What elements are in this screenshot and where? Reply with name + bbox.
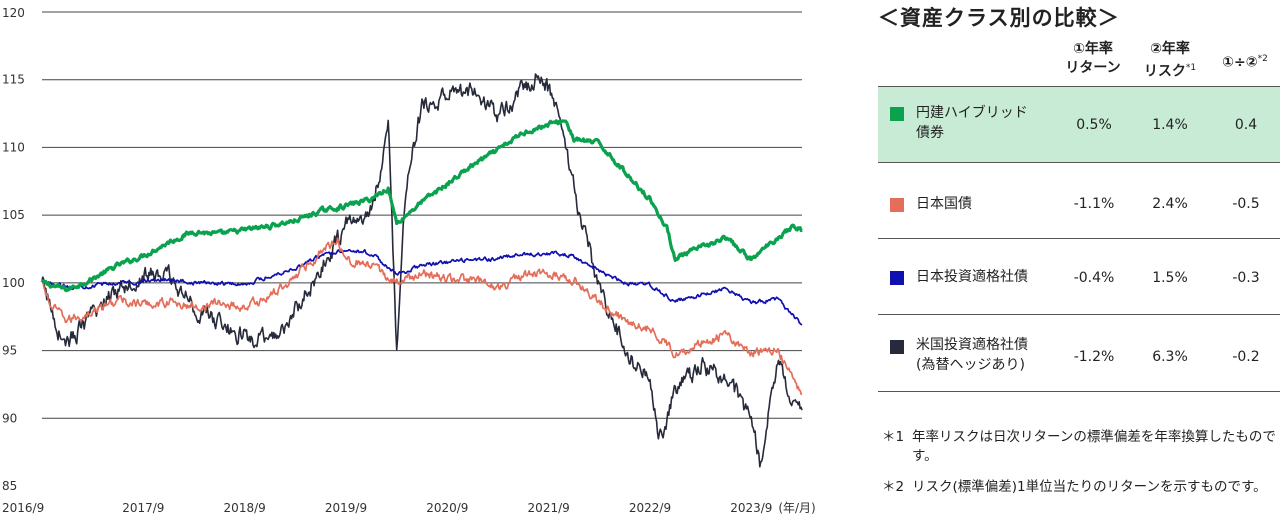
- header-ratio-label: ①÷②: [1222, 54, 1258, 71]
- cell-return: 0.5%: [1076, 117, 1112, 133]
- x-tick-label: 2020/9: [426, 501, 468, 515]
- row-label-line1: 米国投資適格社債: [916, 337, 1028, 353]
- header-risk-line1: ②年率: [1150, 41, 1190, 57]
- series-line: [41, 73, 803, 468]
- cell-ratio: -0.5: [1232, 196, 1260, 212]
- header-risk-mark: *1: [1185, 63, 1197, 73]
- legend-swatch: [890, 340, 904, 354]
- header-return: ①年率 リターン: [1058, 40, 1128, 78]
- table-row: 日本国債 -1.1% 2.4% -0.5: [878, 162, 1280, 239]
- series-line: [41, 237, 803, 395]
- chart-canvas: 85 90 95 100 105 110 115 120 2016/9 2017/9 2018/9 2…: [2, 6, 816, 515]
- y-tick-label: 120: [2, 6, 25, 20]
- y-tick-label: 95: [2, 344, 17, 358]
- line-chart: 85 90 95 100 105 110 115 120 2016/9 2017/9 2018/9 2…: [2, 6, 816, 515]
- x-tick-label: 2016/9: [2, 501, 44, 515]
- y-tick-label: 115: [2, 73, 25, 87]
- x-tick-label: 2022/9: [629, 501, 671, 515]
- legend-swatch: [890, 107, 904, 121]
- legend-swatch: [890, 198, 904, 212]
- cell-ratio: -0.3: [1232, 270, 1260, 286]
- footnote-2: ＊2 リスク(標準偏差)1単位当たりのリターンを示すものです。: [882, 478, 1280, 497]
- x-tick-label: 2018/9: [224, 501, 266, 515]
- x-tick-label: 2021/9: [528, 501, 570, 515]
- row-label: 米国投資適格社債 (為替ヘッジあり): [916, 335, 1028, 375]
- cell-risk: 1.5%: [1152, 270, 1188, 286]
- table-row: 米国投資適格社債 (為替ヘッジあり) -1.2% 6.3% -0.2: [878, 314, 1280, 392]
- row-label: 円建ハイブリッド 債券: [916, 103, 1028, 143]
- header-ratio: ①÷②*2: [1210, 50, 1280, 73]
- cell-ratio: -0.2: [1232, 349, 1260, 365]
- footnote-1: ＊1 年率リスクは日次リターンの標準偏差を年率換算したものです。: [882, 428, 1280, 466]
- x-tick-label: 2023/9: [730, 501, 772, 515]
- header-ratio-mark: *2: [1257, 54, 1268, 64]
- y-tick-label: 85: [2, 479, 17, 493]
- footnote-mark: ＊2: [882, 479, 905, 495]
- row-label-line2: 債券: [916, 125, 944, 141]
- header-risk-line2: リスク: [1143, 63, 1186, 80]
- y-tick-label: 105: [2, 208, 25, 222]
- footnote-mark: ＊1: [882, 429, 905, 445]
- cell-risk: 6.3%: [1152, 349, 1188, 365]
- footnote-text: 年率リスクは日次リターンの標準偏差を年率換算したものです。: [912, 429, 1276, 464]
- table-row: 日本投資適格社債 -0.4% 1.5% -0.3: [878, 238, 1280, 315]
- table-row: 円建ハイブリッド 債券 0.5% 1.4% 0.4: [878, 86, 1280, 163]
- row-label-line2: (為替ヘッジあり): [916, 357, 1025, 373]
- footnote-text: リスク(標準偏差)1単位当たりのリターンを示すものです。: [912, 479, 1267, 495]
- cell-risk: 2.4%: [1152, 196, 1188, 212]
- header-risk-line2-wrap: リスク*1: [1130, 59, 1210, 82]
- x-tick-label: 2019/9: [325, 501, 367, 515]
- series-line: [40, 119, 803, 293]
- row-label-line1: 円建ハイブリッド: [916, 105, 1028, 121]
- x-tick-label: 2017/9: [122, 501, 164, 515]
- y-tick-label: 90: [2, 411, 17, 425]
- header-return-line1: ①年率: [1073, 41, 1113, 57]
- header-risk: ②年率 リスク*1: [1130, 40, 1210, 82]
- header-return-line2: リターン: [1065, 60, 1121, 76]
- cell-ratio: 0.4: [1234, 117, 1258, 133]
- cell-risk: 1.4%: [1152, 117, 1188, 133]
- comparison-panel: ＜資産クラス別の比較＞ ①年率 リターン ②年率 リスク*1 ①÷②*2 円建ハ…: [878, 0, 1280, 522]
- cell-return: -0.4%: [1073, 270, 1115, 286]
- row-label: 日本国債: [916, 196, 972, 212]
- y-tick-label: 110: [2, 140, 25, 154]
- series-line: [41, 248, 803, 326]
- legend-swatch: [890, 271, 904, 285]
- panel-title: ＜資産クラス別の比較＞: [878, 6, 1120, 30]
- cell-return: -1.2%: [1073, 349, 1115, 365]
- cell-return: -1.1%: [1073, 196, 1115, 212]
- row-label: 日本投資適格社債: [916, 269, 1028, 285]
- x-axis-unit-label: (年/月): [778, 501, 815, 515]
- y-tick-label: 100: [2, 276, 25, 290]
